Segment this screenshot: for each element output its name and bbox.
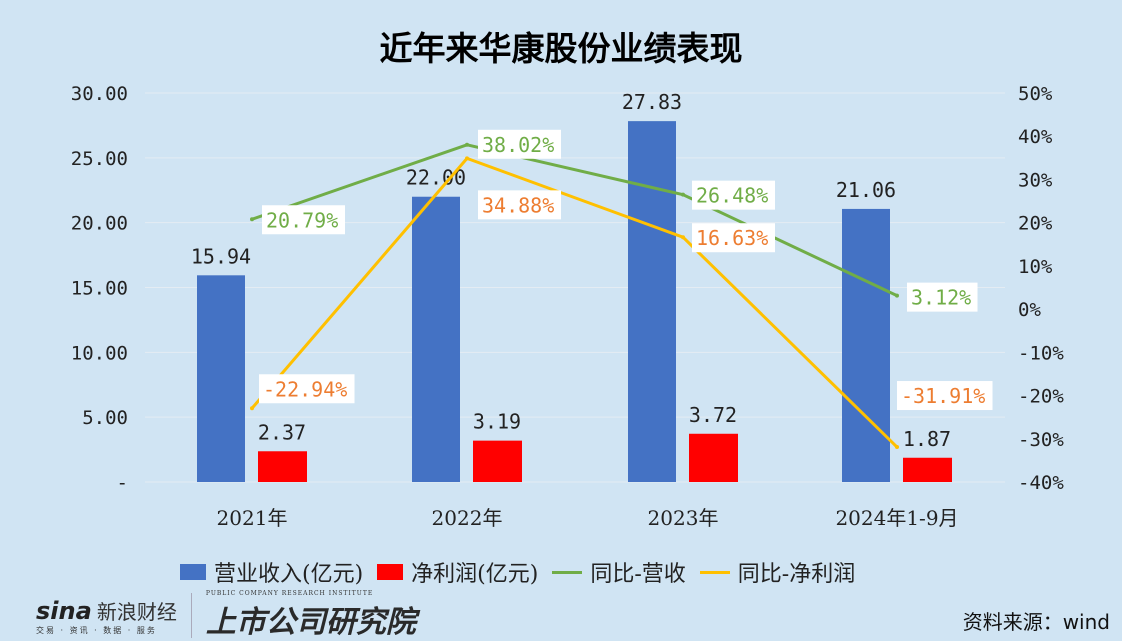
- data-label-box: [692, 223, 775, 253]
- institute-logo-en: PUBLIC COMPANY RESEARCH INSTITUTE: [205, 590, 374, 597]
- legend-item-profit: 净利润(亿元): [377, 556, 538, 588]
- divider: [190, 593, 192, 638]
- data-label-box: [897, 381, 993, 411]
- data-label-profit-yoy: -31.91%: [901, 384, 985, 408]
- right-axis-tick: -10%: [1018, 342, 1064, 364]
- bar-label-profit: 2.37: [258, 420, 306, 444]
- right-axis-tick: 50%: [1018, 83, 1053, 105]
- bar-profit: [473, 440, 522, 482]
- sina-logo: sina 新浪财经 交易 · 资讯 · 数据 · 服务: [36, 596, 177, 636]
- data-label-profit-yoy: 16.63%: [696, 226, 768, 250]
- logo: sina 新浪财经 交易 · 资讯 · 数据 · 服务 PUBLIC COMPA…: [36, 590, 416, 641]
- data-label-revenue-yoy: 20.79%: [266, 208, 338, 232]
- legend: 营业收入(亿元) 净利润(亿元) 同比-营收 同比-净利润: [180, 556, 855, 588]
- data-label-box: [478, 190, 561, 220]
- bar-profit: [903, 457, 952, 482]
- right-axis-tick: -20%: [1018, 386, 1064, 408]
- category-label: 2021年: [217, 506, 288, 530]
- right-axis-tick: 20%: [1018, 213, 1053, 235]
- legend-swatch: [180, 564, 206, 580]
- data-label-profit-yoy: 34.88%: [482, 193, 554, 217]
- bar-label-revenue: 27.83: [622, 90, 682, 114]
- data-label-revenue-yoy: 26.48%: [696, 184, 768, 208]
- category-label: 2024年1-9月: [835, 506, 958, 530]
- left-axis-tick: 5.00: [82, 407, 128, 429]
- legend-label: 同比-净利润: [737, 562, 856, 587]
- bar-label-revenue: 21.06: [836, 178, 896, 202]
- data-label-revenue-yoy: 3.12%: [911, 286, 971, 310]
- bar-label-profit: 3.72: [689, 403, 737, 427]
- line-point: [465, 156, 469, 161]
- left-axis-tick: 25.00: [71, 148, 128, 170]
- legend-item-profit-yoy: 同比-净利润: [699, 556, 856, 588]
- legend-item-revenue-yoy: 同比-营收: [552, 556, 686, 588]
- bar-revenue: [412, 196, 460, 482]
- source-note: 资料来源：wind: [962, 610, 1110, 634]
- line-point: [681, 235, 685, 240]
- bar-label-revenue: 15.94: [191, 244, 251, 268]
- line-point: [250, 217, 254, 222]
- data-label-box: [262, 205, 345, 235]
- sina-logo-text: sina: [36, 596, 92, 625]
- bar-label-profit: 1.87: [903, 427, 951, 451]
- bar-revenue: [842, 208, 890, 482]
- legend-swatch: [699, 570, 730, 574]
- legend-label: 净利润(亿元): [411, 562, 539, 587]
- sina-logo-sub: 交易 · 资讯 · 数据 · 服务: [36, 625, 157, 635]
- right-axis-tick: 30%: [1018, 169, 1053, 191]
- legend-label: 营业收入(亿元): [214, 562, 364, 587]
- institute-logo: PUBLIC COMPANY RESEARCH INSTITUTE 上市公司研究…: [206, 590, 416, 641]
- right-axis-tick: -40%: [1018, 472, 1064, 494]
- left-axis-tick: 15.00: [71, 278, 128, 300]
- bar-profit: [689, 433, 738, 482]
- chart-title: 近年来华康股份业绩表现: [379, 29, 743, 68]
- left-axis-tick: 10.00: [71, 342, 128, 364]
- line-revenue-yoy: [251, 143, 898, 297]
- right-axis-tick: 40%: [1018, 126, 1053, 148]
- data-label-profit-yoy: -22.94%: [263, 377, 347, 401]
- legend-swatch: [552, 570, 583, 574]
- line-point: [250, 406, 254, 411]
- right-axis-tick: 10%: [1018, 256, 1053, 278]
- line-point: [465, 142, 469, 147]
- sina-logo-cn: 新浪财经: [96, 599, 177, 624]
- data-label-box: [478, 129, 561, 159]
- bar-profit: [258, 451, 307, 482]
- data-label-revenue-yoy: 38.02%: [482, 133, 554, 157]
- left-axis-tick: -: [117, 472, 128, 494]
- data-label-box: [907, 282, 978, 312]
- right-axis-tick: 0%: [1018, 299, 1041, 321]
- left-axis-tick: 30.00: [71, 83, 128, 105]
- legend-item-revenue: 营业收入(亿元): [180, 556, 363, 588]
- bar-revenue: [197, 275, 245, 482]
- bar-revenue: [628, 121, 676, 482]
- line-point: [681, 192, 685, 197]
- line-point: [895, 293, 899, 298]
- legend-label: 同比-营收: [590, 562, 686, 587]
- left-axis-tick: 20.00: [71, 213, 128, 235]
- category-label: 2022年: [432, 506, 503, 530]
- legend-swatch: [377, 564, 404, 580]
- line-point: [895, 445, 899, 450]
- data-label-box: [692, 180, 775, 210]
- line-profit-yoy: [250, 156, 899, 449]
- category-label: 2023年: [648, 506, 719, 530]
- data-label-box: [259, 374, 355, 404]
- right-axis-tick: -30%: [1018, 429, 1064, 451]
- bar-label-profit: 3.19: [473, 410, 521, 434]
- institute-logo-text: 上市公司研究院: [205, 605, 416, 640]
